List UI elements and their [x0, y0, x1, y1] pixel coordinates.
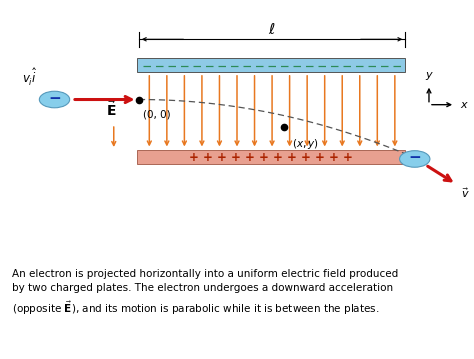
- Text: $v_i\hat{i}$: $v_i\hat{i}$: [22, 67, 37, 88]
- Text: (0, 0): (0, 0): [143, 110, 170, 120]
- Text: + + + + + + + + + + + +: + + + + + + + + + + + +: [190, 150, 353, 164]
- Circle shape: [39, 91, 70, 108]
- Text: x: x: [461, 100, 467, 110]
- Text: $(x, y)$: $(x, y)$: [292, 137, 318, 151]
- Text: −: −: [409, 150, 421, 165]
- Circle shape: [400, 151, 430, 167]
- Text: −: −: [48, 91, 61, 106]
- Text: $\vec{v}$: $\vec{v}$: [461, 187, 470, 200]
- Text: $\ell$: $\ell$: [268, 22, 276, 37]
- Text: y: y: [426, 70, 432, 80]
- Text: An electron is projected horizontally into a uniform electric field produced
by : An electron is projected horizontally in…: [12, 269, 398, 317]
- Bar: [137, 58, 405, 73]
- Text: $\vec{\mathbf{E}}$: $\vec{\mathbf{E}}$: [106, 100, 117, 119]
- Bar: [137, 150, 405, 164]
